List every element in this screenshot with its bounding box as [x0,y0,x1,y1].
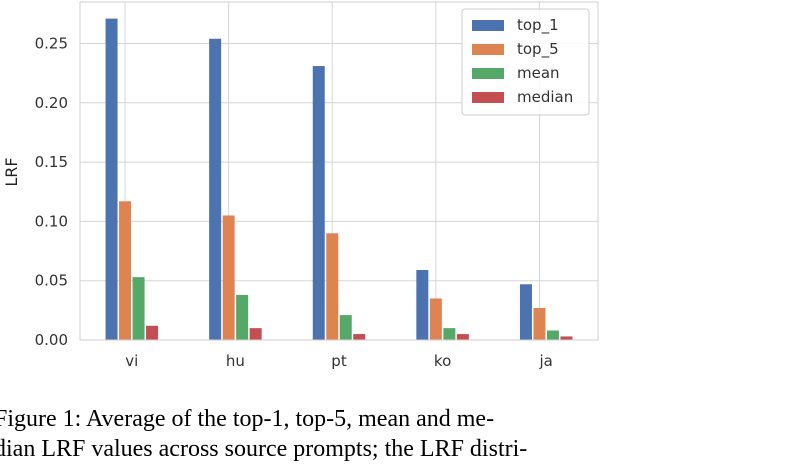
x-tick-label: ja [539,352,553,370]
bar-mean-ko [443,328,456,340]
legend-label-top_1: top_1 [517,16,559,35]
legend-swatch-top_1 [472,20,504,31]
y-tick-label: 0.10 [35,212,68,230]
bar-median-ko [456,334,469,340]
y-tick-label: 0.00 [35,331,68,349]
bar-top_1-hu [209,38,222,340]
caption-line-2: dian LRF values across source prompts; t… [0,436,528,462]
bar-mean-vi [132,277,145,340]
legend-label-mean: mean [517,64,560,82]
plot-frame [79,1,599,341]
y-tick-label: 0.05 [35,272,68,290]
y-tick-label: 0.25 [35,35,68,53]
x-tick-label: ko [434,352,451,370]
x-tick-label: hu [226,352,245,370]
legend-swatch-mean [472,68,504,79]
legend-swatch-top_5 [472,44,504,55]
legend-box [461,8,590,116]
legend-label-top_5: top_5 [517,40,559,59]
legend-swatch-median [472,92,504,103]
bar-top_1-ko [416,270,429,340]
bar-mean-hu [236,294,249,340]
x-tick-label: pt [331,352,347,370]
figure-caption: Figure 1: Average of the top-1, top-5, m… [0,404,594,464]
bar-top_5-vi [119,201,132,340]
bar-median-pt [353,334,366,340]
caption-line-1: Figure 1: Average of the top-1, top-5, m… [0,406,495,432]
bars [105,18,573,340]
bar-top_1-ja [519,284,532,340]
bar-top_5-ko [429,298,442,340]
y-tick-label: 0.20 [35,94,68,112]
bar-top_5-pt [326,233,339,340]
bar-top_1-vi [105,18,118,340]
y-tick-label: 0.15 [35,153,68,171]
y-axis-label: LRF [2,157,21,186]
bar-mean-pt [339,315,352,340]
bar-top_5-ja [533,307,546,340]
x-tick-label: vi [125,352,138,370]
bar-median-vi [146,325,159,340]
bar-median-hu [249,328,262,340]
bar-top_5-hu [222,215,235,340]
bar-median-ja [560,336,573,340]
lrf-bar-chart: 0.00 0.05 0.10 0.15 0.20 0.25 vi hu pt ko ja LRF t… [2,1,599,370]
bar-mean-ja [546,330,559,340]
legend-label-median: median [517,88,573,106]
bar-top_1-pt [312,66,325,340]
axes: 0.00 0.05 0.10 0.15 0.20 0.25 vi hu pt ko ja [35,1,599,370]
